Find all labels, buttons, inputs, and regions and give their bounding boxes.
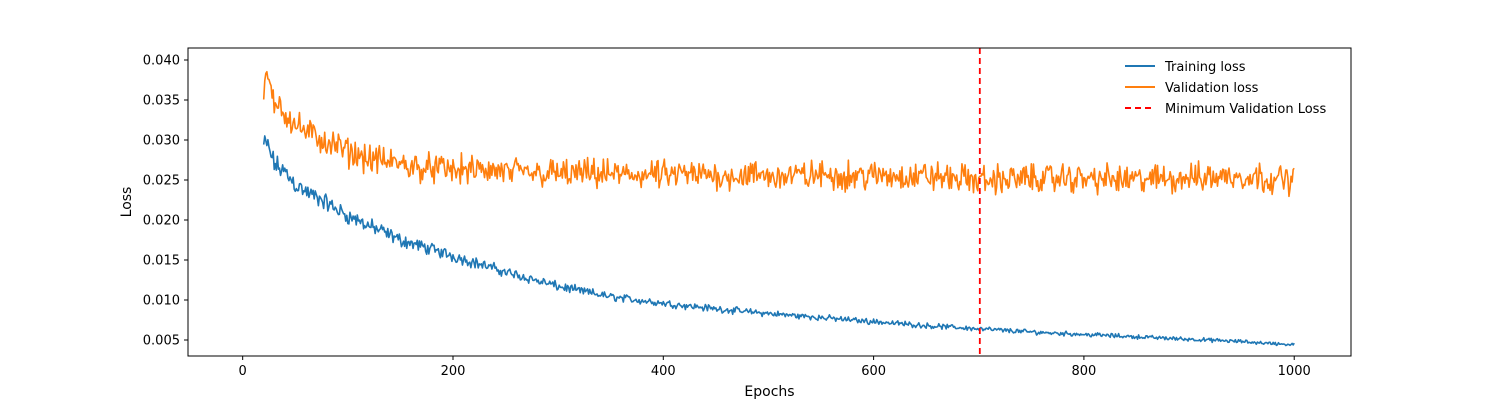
legend: Training loss Validation loss Minimum Vali… (1125, 60, 1326, 117)
legend-entry-min-validation-loss: Minimum Validation Loss (1125, 102, 1326, 117)
series-line-validation-loss (262, 70, 1295, 198)
x-tick-label: 400 (651, 364, 676, 379)
plot-area (262, 48, 1295, 356)
x-axis-title: Epochs (744, 384, 794, 400)
y-tick-label: 0.005 (143, 334, 180, 349)
y-tick-label: 0.025 (143, 174, 180, 189)
y-axis: 0.005 0.010 0.015 0.020 0.025 0.030 0.035 0.040 (143, 54, 188, 349)
x-tick-label: 0 (239, 364, 247, 379)
legend-entry-training-loss: Training loss (1125, 60, 1246, 75)
x-tick-label: 1000 (1278, 364, 1311, 379)
legend-label: Training loss (1164, 60, 1246, 75)
y-tick-label: 0.035 (143, 94, 180, 109)
y-tick-label: 0.020 (143, 214, 180, 229)
x-tick-label: 800 (1071, 364, 1096, 379)
legend-entry-validation-loss: Validation loss (1125, 81, 1259, 96)
y-tick-label: 0.015 (143, 254, 180, 269)
axes-frame (187, 47, 1352, 357)
series-line-training-loss (262, 135, 1295, 347)
y-tick-label: 0.030 (143, 134, 180, 149)
y-tick-label: 0.040 (143, 54, 180, 69)
legend-label: Validation loss (1165, 81, 1259, 96)
x-axis: 0 200 400 600 800 1000 (239, 356, 1311, 379)
y-axis-title: Loss (119, 187, 135, 218)
legend-label: Minimum Validation Loss (1165, 102, 1326, 117)
x-tick-label: 200 (441, 364, 466, 379)
y-tick-label: 0.010 (143, 294, 180, 309)
x-tick-label: 600 (861, 364, 886, 379)
